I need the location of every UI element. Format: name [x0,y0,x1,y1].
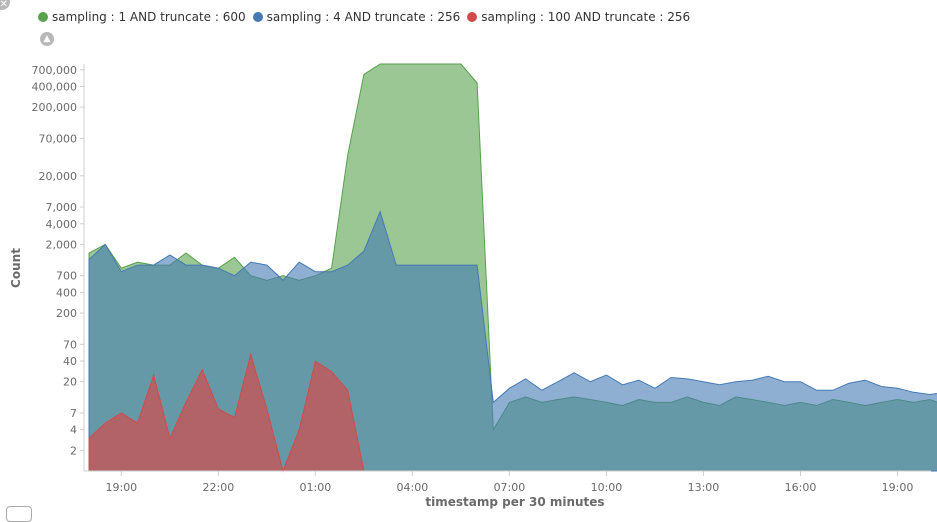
y-tick-label: 200 [56,307,77,320]
x-tick-label: 01:00 [300,481,332,494]
y-axis-title: Count [9,248,23,288]
x-tick-label: 13:00 [688,481,720,494]
y-tick-label: 2 [70,444,77,457]
y-tick-label: 70,000 [39,132,78,145]
y-tick-label: 400,000 [32,80,78,93]
y-tick-label: 700,000 [32,64,78,77]
y-tick-label: 2,000 [46,238,78,251]
y-tick-label: 7,000 [46,201,78,214]
y-tick-label: 7 [70,407,77,420]
x-tick-label: 19:00 [105,481,137,494]
x-tick-label: 07:00 [494,481,526,494]
x-tick-label: 10:00 [591,481,623,494]
y-tick-label: 20 [63,376,77,389]
x-axis-title: timestamp per 30 minutes [425,495,604,509]
x-tick-label: 04:00 [397,481,429,494]
x-tick-label: 22:00 [203,481,235,494]
x-tick-label: 16:00 [785,481,817,494]
x-tick-label: 19:00 [882,481,914,494]
resize-handle[interactable] [6,506,32,522]
y-tick-label: 4,000 [46,218,78,231]
y-tick-label: 400 [56,286,77,299]
y-tick-label: 4 [70,424,77,437]
y-tick-label: 200,000 [32,101,78,114]
y-tick-label: 70 [63,338,77,351]
y-tick-label: 40 [63,355,77,368]
y-tick-label: 20,000 [39,170,78,183]
y-tick-label: 700 [56,270,77,283]
